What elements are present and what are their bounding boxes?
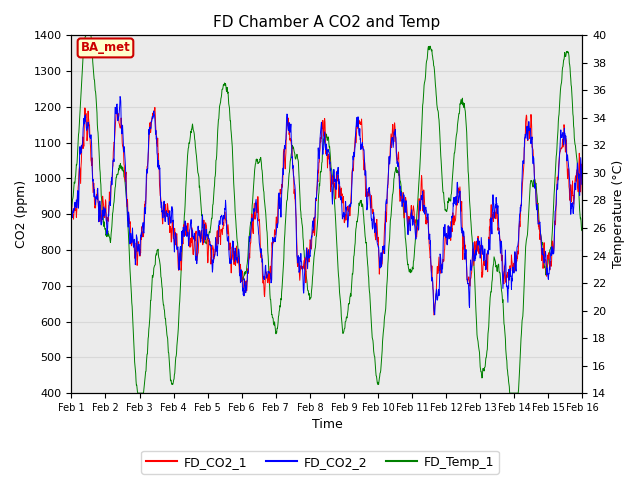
Legend: FD_CO2_1, FD_CO2_2, FD_Temp_1: FD_CO2_1, FD_CO2_2, FD_Temp_1 [141, 451, 499, 474]
Title: FD Chamber A CO2 and Temp: FD Chamber A CO2 and Temp [213, 15, 440, 30]
X-axis label: Time: Time [312, 419, 342, 432]
Y-axis label: CO2 (ppm): CO2 (ppm) [15, 180, 28, 248]
Text: BA_met: BA_met [81, 41, 131, 54]
Y-axis label: Temperature (°C): Temperature (°C) [612, 160, 625, 268]
